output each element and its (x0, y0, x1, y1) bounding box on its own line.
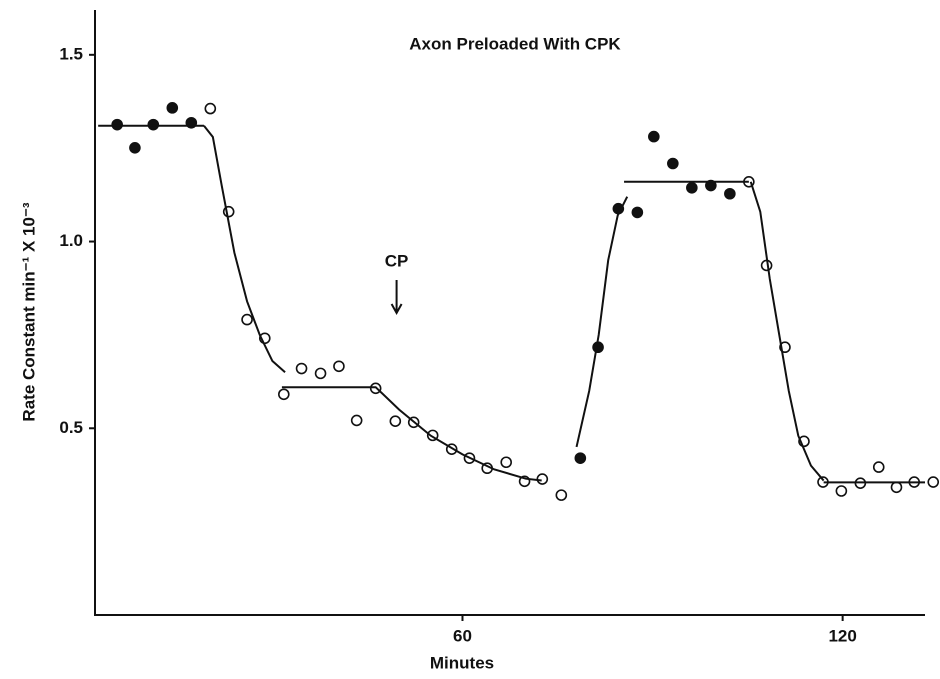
chart-title: Axon Preloaded With CPK (409, 34, 621, 53)
data-point (350, 414, 363, 427)
x-tick-label: 120 (828, 626, 856, 645)
axes (94, 10, 925, 616)
data-point (147, 118, 160, 131)
data-point (129, 142, 141, 154)
data-point (872, 461, 885, 473)
data-point (648, 130, 660, 143)
y-tick-label: 1.0 (59, 231, 83, 250)
data-point (536, 473, 549, 485)
data-point (927, 476, 940, 488)
data-point (724, 187, 736, 200)
data-point (314, 367, 327, 380)
data-point (278, 388, 290, 401)
data-point (166, 102, 179, 114)
fit-line (749, 181, 825, 482)
data-point (835, 485, 848, 497)
data-point (333, 360, 345, 373)
data-point (111, 118, 123, 131)
data-point (204, 102, 217, 115)
data-point (389, 415, 402, 427)
fit-line (203, 125, 286, 374)
data-point (295, 362, 308, 375)
data-point (500, 456, 512, 469)
y-axis-label: Rate Constant min⁻¹ X 10⁻³ (19, 202, 38, 421)
data-point (631, 206, 644, 219)
data-point (667, 157, 679, 170)
data-point (574, 452, 587, 464)
fit-line (281, 386, 542, 482)
x-axis-label: Minutes (430, 653, 494, 672)
y-tick-label: 0.5 (59, 418, 83, 437)
fit-line (575, 196, 629, 448)
data-point (241, 313, 253, 326)
annotation: CP (385, 251, 409, 270)
data-point (705, 179, 717, 192)
data-point (890, 481, 903, 494)
data-point (555, 489, 568, 501)
annotation-arrow (390, 280, 403, 316)
x-tick-label: 60 (453, 626, 472, 645)
y-tick-label: 1.5 (59, 44, 83, 63)
data-point (686, 181, 698, 194)
